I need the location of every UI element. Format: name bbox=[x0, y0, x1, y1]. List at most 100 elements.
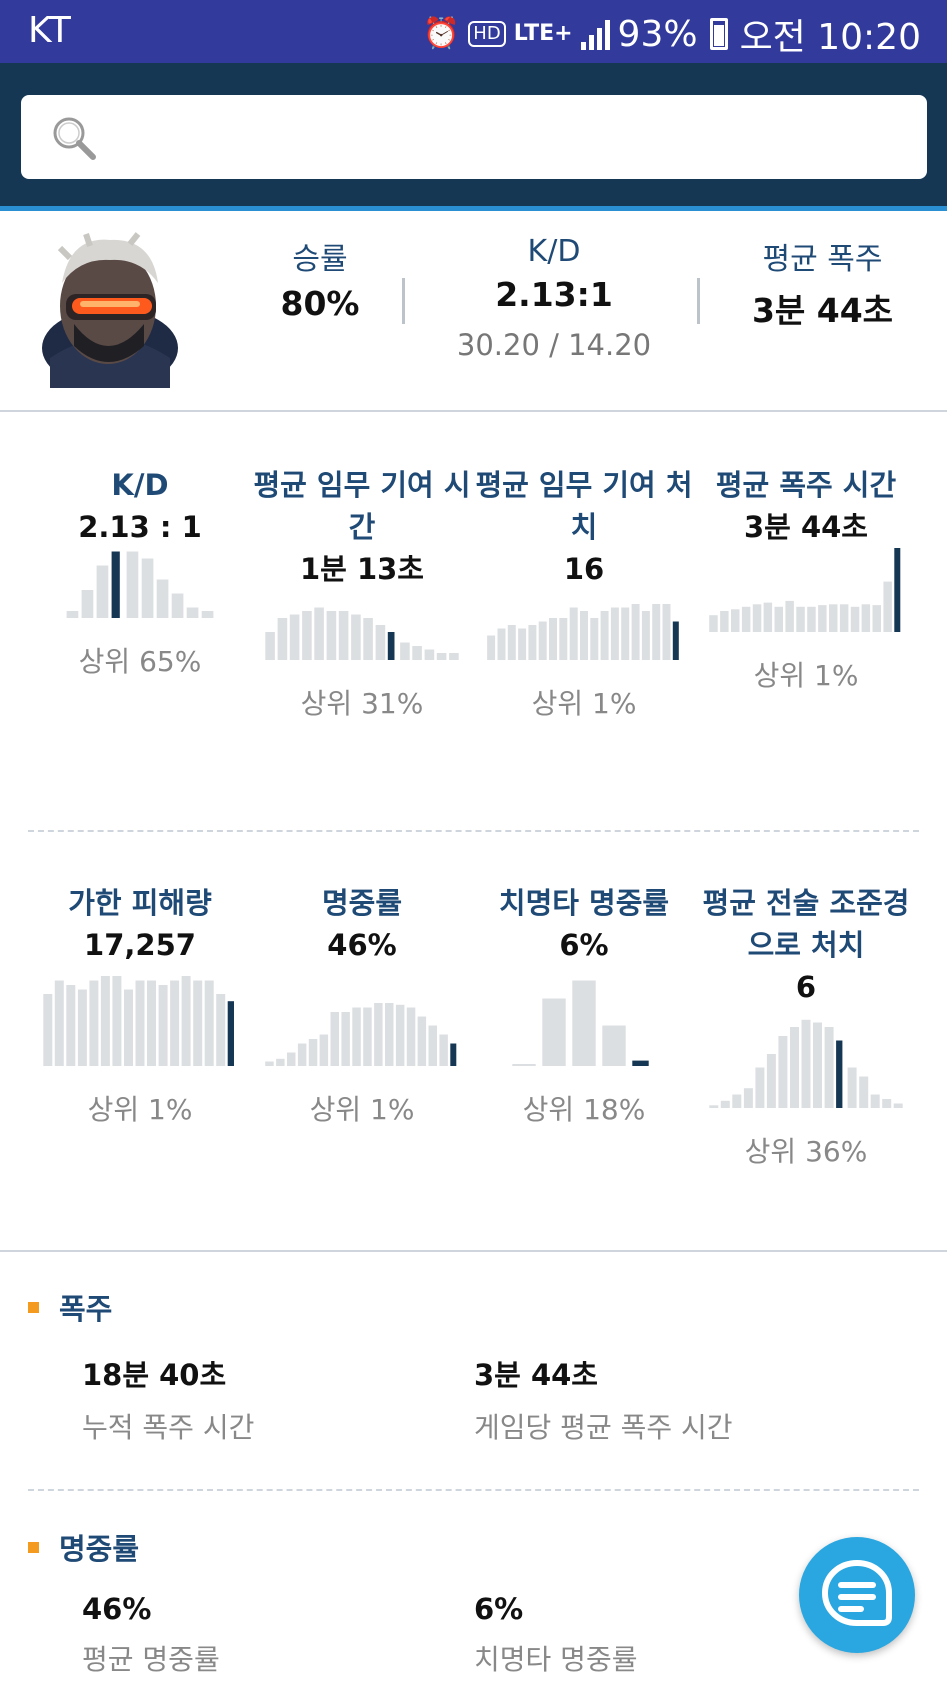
detail-value: 18분 40초 bbox=[82, 1358, 227, 1392]
distribution-bar bbox=[319, 1034, 329, 1066]
distribution-bar bbox=[170, 980, 180, 1066]
distribution-bar bbox=[893, 1103, 903, 1108]
stat-percentile: 상위 31% bbox=[300, 687, 424, 720]
distribution-bar bbox=[395, 1004, 405, 1066]
stat-cell-critical-accuracy: 치명타 명중률 6% 상위 18% bbox=[473, 882, 695, 1128]
distribution-bar bbox=[135, 980, 145, 1066]
distribution-bar bbox=[850, 606, 860, 632]
distribution-bar bbox=[201, 611, 214, 618]
distribution-bar bbox=[186, 607, 199, 618]
distribution-bar bbox=[43, 994, 53, 1066]
distribution-bar bbox=[709, 615, 718, 632]
distribution-bar bbox=[77, 989, 87, 1066]
distribution-bar bbox=[112, 976, 122, 1066]
bullet-icon bbox=[28, 1541, 39, 1553]
distribution-bar bbox=[610, 607, 619, 660]
distribution-bar bbox=[631, 604, 640, 660]
distribution-bar bbox=[216, 994, 226, 1066]
distribution-bar bbox=[497, 628, 506, 660]
status-icons: ⏰ HD LTE+ 93% 오전 10:20 bbox=[423, 8, 921, 60]
battery-percent: 93% bbox=[617, 13, 698, 55]
distribution-chart bbox=[265, 607, 459, 660]
distribution-bar bbox=[363, 1007, 372, 1066]
stat-percentile: 상위 1% bbox=[309, 1093, 415, 1126]
stat-percentile: 상위 36% bbox=[744, 1135, 868, 1168]
signal-icon bbox=[580, 18, 610, 50]
distribution-bar bbox=[124, 989, 133, 1066]
carrier-label: KT bbox=[28, 10, 71, 51]
stat-title: K/D bbox=[111, 468, 169, 502]
distribution-bar bbox=[277, 618, 288, 660]
divider bbox=[402, 278, 405, 324]
distribution-bar bbox=[338, 611, 349, 660]
bullet-icon bbox=[28, 1301, 39, 1313]
detail-total-ult: 18분 40초 누적 폭주 시간 bbox=[82, 1352, 254, 1446]
distribution-bar bbox=[720, 1100, 730, 1108]
stat-value: 6% bbox=[559, 928, 609, 962]
stat-title: 치명타 명중률 bbox=[498, 886, 670, 920]
detail-label: 게임당 평균 폭주 시간 bbox=[474, 1411, 733, 1444]
distribution-bar bbox=[763, 602, 773, 632]
distribution-bar bbox=[374, 1003, 383, 1066]
winrate-label: 승률 bbox=[292, 242, 348, 277]
battery-icon bbox=[709, 18, 728, 50]
distribution-bar bbox=[436, 653, 447, 660]
divider bbox=[697, 278, 700, 324]
detail-label: 치명타 명중률 bbox=[474, 1643, 638, 1676]
distribution-bar-player bbox=[894, 548, 901, 632]
distribution-bar bbox=[872, 605, 881, 632]
distribution-bar bbox=[412, 646, 422, 660]
distribution-bar bbox=[732, 1094, 742, 1108]
distribution-bar bbox=[507, 625, 516, 660]
chat-button[interactable] bbox=[799, 1537, 915, 1653]
distribution-bar bbox=[287, 1052, 296, 1066]
detail-avg-ult: 3분 44초 게임당 평균 폭주 시간 bbox=[474, 1352, 733, 1446]
stat-value: 3분 44초 bbox=[744, 510, 868, 544]
distribution-bar bbox=[81, 590, 94, 618]
kd-sub: 30.20 / 14.20 bbox=[456, 328, 652, 362]
stat-percentile: 상위 65% bbox=[78, 645, 202, 678]
detail-label: 평균 명중률 bbox=[82, 1643, 220, 1676]
distribution-bar bbox=[818, 605, 827, 632]
distribution-bar bbox=[861, 604, 871, 632]
stat-value: 1분 13초 bbox=[300, 552, 424, 586]
lte-icon: LTE+ bbox=[513, 21, 573, 46]
distribution-bar bbox=[741, 606, 751, 632]
search-header bbox=[0, 63, 947, 211]
stat-title: 평균 임무 기여 처치 bbox=[475, 468, 693, 544]
stat-title: 가한 피해량 bbox=[68, 886, 212, 920]
distribution-bar-player bbox=[836, 1040, 843, 1108]
winrate-value: 80% bbox=[280, 284, 360, 323]
distribution-bar bbox=[883, 581, 892, 632]
distribution-bar bbox=[766, 1054, 776, 1108]
distribution-bar bbox=[449, 653, 459, 660]
distribution-bar bbox=[580, 611, 588, 660]
distribution-bar bbox=[326, 611, 337, 660]
distribution-bar bbox=[774, 606, 783, 632]
distribution-bar bbox=[641, 611, 650, 660]
stat-value: 46% bbox=[327, 928, 397, 962]
search-icon[interactable] bbox=[49, 113, 99, 163]
stat-value: 16 bbox=[563, 552, 605, 586]
distribution-bar bbox=[265, 1061, 274, 1066]
ult-stat: 평균 폭주 3분 44초 bbox=[730, 234, 915, 332]
detail-critical-accuracy: 6% 치명타 명중률 bbox=[474, 1592, 637, 1678]
distribution-bar bbox=[375, 625, 386, 660]
distribution-bar bbox=[755, 1067, 765, 1108]
distribution-bar-player bbox=[632, 1060, 649, 1066]
distribution-bar bbox=[569, 607, 578, 660]
distribution-bar bbox=[289, 614, 300, 660]
distribution-bar bbox=[341, 1012, 350, 1066]
search-input[interactable] bbox=[21, 95, 927, 179]
divider bbox=[28, 1489, 919, 1491]
distribution-bar bbox=[352, 1007, 361, 1066]
distribution-chart bbox=[66, 551, 214, 618]
distribution-bar-player bbox=[450, 1043, 457, 1066]
detail-value: 6% bbox=[474, 1592, 524, 1626]
distribution-bar bbox=[89, 980, 99, 1066]
chat-icon bbox=[821, 1559, 892, 1626]
distribution-bar bbox=[813, 1022, 822, 1108]
distribution-bar bbox=[276, 1058, 285, 1066]
distribution-bar bbox=[752, 604, 762, 632]
alarm-icon: ⏰ bbox=[422, 16, 461, 51]
